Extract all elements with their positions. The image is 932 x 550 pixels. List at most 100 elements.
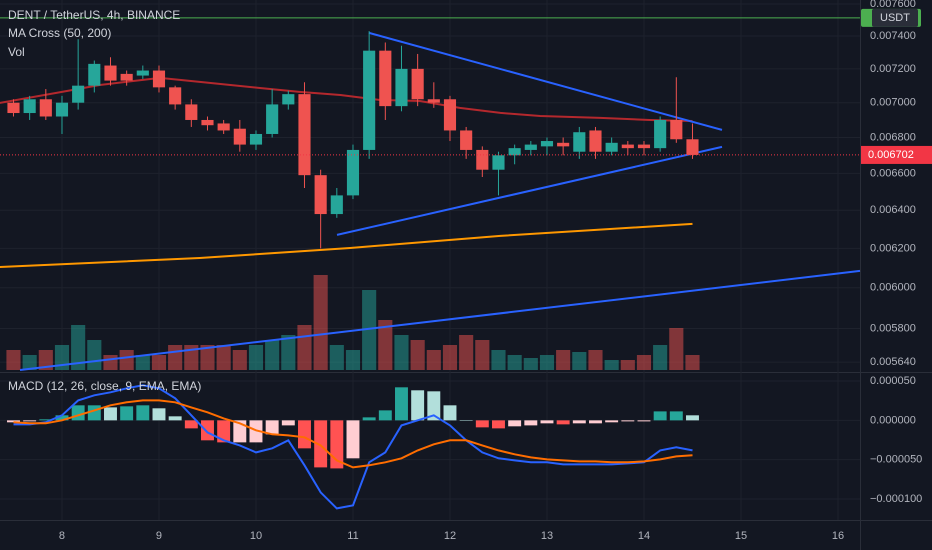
candle-body [120,73,133,81]
y-tick-label: 0.000050 [870,375,916,387]
volume-bar [394,335,409,370]
price-tag [861,145,932,164]
candle-body [557,142,570,147]
candle-body [23,99,36,114]
y-tick-label: −0.000100 [870,493,922,505]
x-tick-label: 15 [735,530,747,542]
histogram-bar [362,417,376,421]
macd-title: MACD (12, 26, close, 9, EMA, EMA) [8,379,201,393]
candle-body [330,195,343,215]
histogram-bar [201,420,214,441]
volume-bar [22,355,37,370]
volume-bar [281,335,296,370]
macd-line [13,384,693,510]
volume-bar [329,345,344,370]
candle-body [686,139,699,155]
candle-body [443,99,457,131]
y-tick-label: 0.006400 [870,204,916,216]
volume-bar [313,275,328,370]
candle-body [492,155,505,170]
volume-bar [345,350,361,370]
volume-bar [572,352,587,370]
candle-body [427,99,440,103]
histogram-bar [508,420,522,427]
candle-body [104,65,117,81]
volume-bar [38,350,53,370]
volume-bar [378,320,393,370]
indicator-label: MA Cross (50, 200) [8,26,111,40]
candle-body [185,104,198,120]
histogram-bar [589,420,602,424]
volume-bar [362,290,377,370]
candle-body [589,130,602,152]
histogram-bar [346,420,360,459]
candle-body [233,128,246,145]
candle-body [411,68,424,100]
histogram-bar [298,420,311,449]
volume-bar [151,355,167,370]
volume-bar [539,355,555,370]
y-tick-label: 0.005800 [870,322,916,334]
volume-bar [588,350,603,370]
candle-body [605,142,618,152]
candle-body [573,132,586,152]
histogram-bar [184,420,198,429]
volume-bar [475,340,490,370]
candle-body [621,144,634,149]
histogram-bar [55,415,69,421]
histogram-bar [556,420,570,425]
histogram-bar [249,420,263,443]
volume-bar [523,358,538,370]
candle-body [346,149,360,196]
candle-body [654,119,667,149]
volume-bar [87,340,102,370]
candle-body [152,70,166,88]
candle-body [169,87,182,105]
volume-bar [636,355,652,370]
x-tick-label: 16 [832,530,844,542]
volume-bar [119,350,134,370]
volume-bar [216,345,231,370]
histogram-bar [443,405,457,421]
volume-bar [685,355,700,370]
line [0,222,693,268]
currency-tag [872,8,918,27]
histogram-bar [621,420,635,422]
histogram-bar [168,416,182,421]
candle-body [540,141,554,147]
candle-body [508,148,521,156]
volume-bar [491,350,506,370]
x-tick-label: 13 [541,530,553,542]
candle-body [266,104,279,134]
histogram-bar [475,420,489,428]
chart-title: DENT / TetherUS, 4h, BINANCE [8,8,180,22]
histogram-bar [572,420,586,424]
volume-bar [604,360,619,370]
x-tick-label: 12 [444,530,456,542]
candle-body [460,130,473,150]
macd-line [13,399,693,469]
x-tick-label: 11 [347,530,358,542]
histogram-bar [669,411,683,421]
histogram-bar [104,407,117,421]
candle-body [637,144,651,149]
volume-bar [426,350,441,370]
price-tag-label: 0.006702 [868,149,914,161]
candle-body [55,102,69,117]
volume-bar [669,328,684,370]
candle-body [249,133,263,145]
volume-bar [459,335,474,370]
candle-body [136,70,149,76]
histogram-bar [378,410,392,421]
histogram-bar [265,420,279,435]
histogram-bar [524,420,538,426]
candle-body [39,99,52,117]
candle-body [282,94,295,105]
candle-body [476,149,489,170]
y-tick-label: 0.006600 [870,167,916,179]
volume-bar [71,325,86,370]
histogram-bar [427,391,441,421]
histogram-bar [281,420,295,426]
